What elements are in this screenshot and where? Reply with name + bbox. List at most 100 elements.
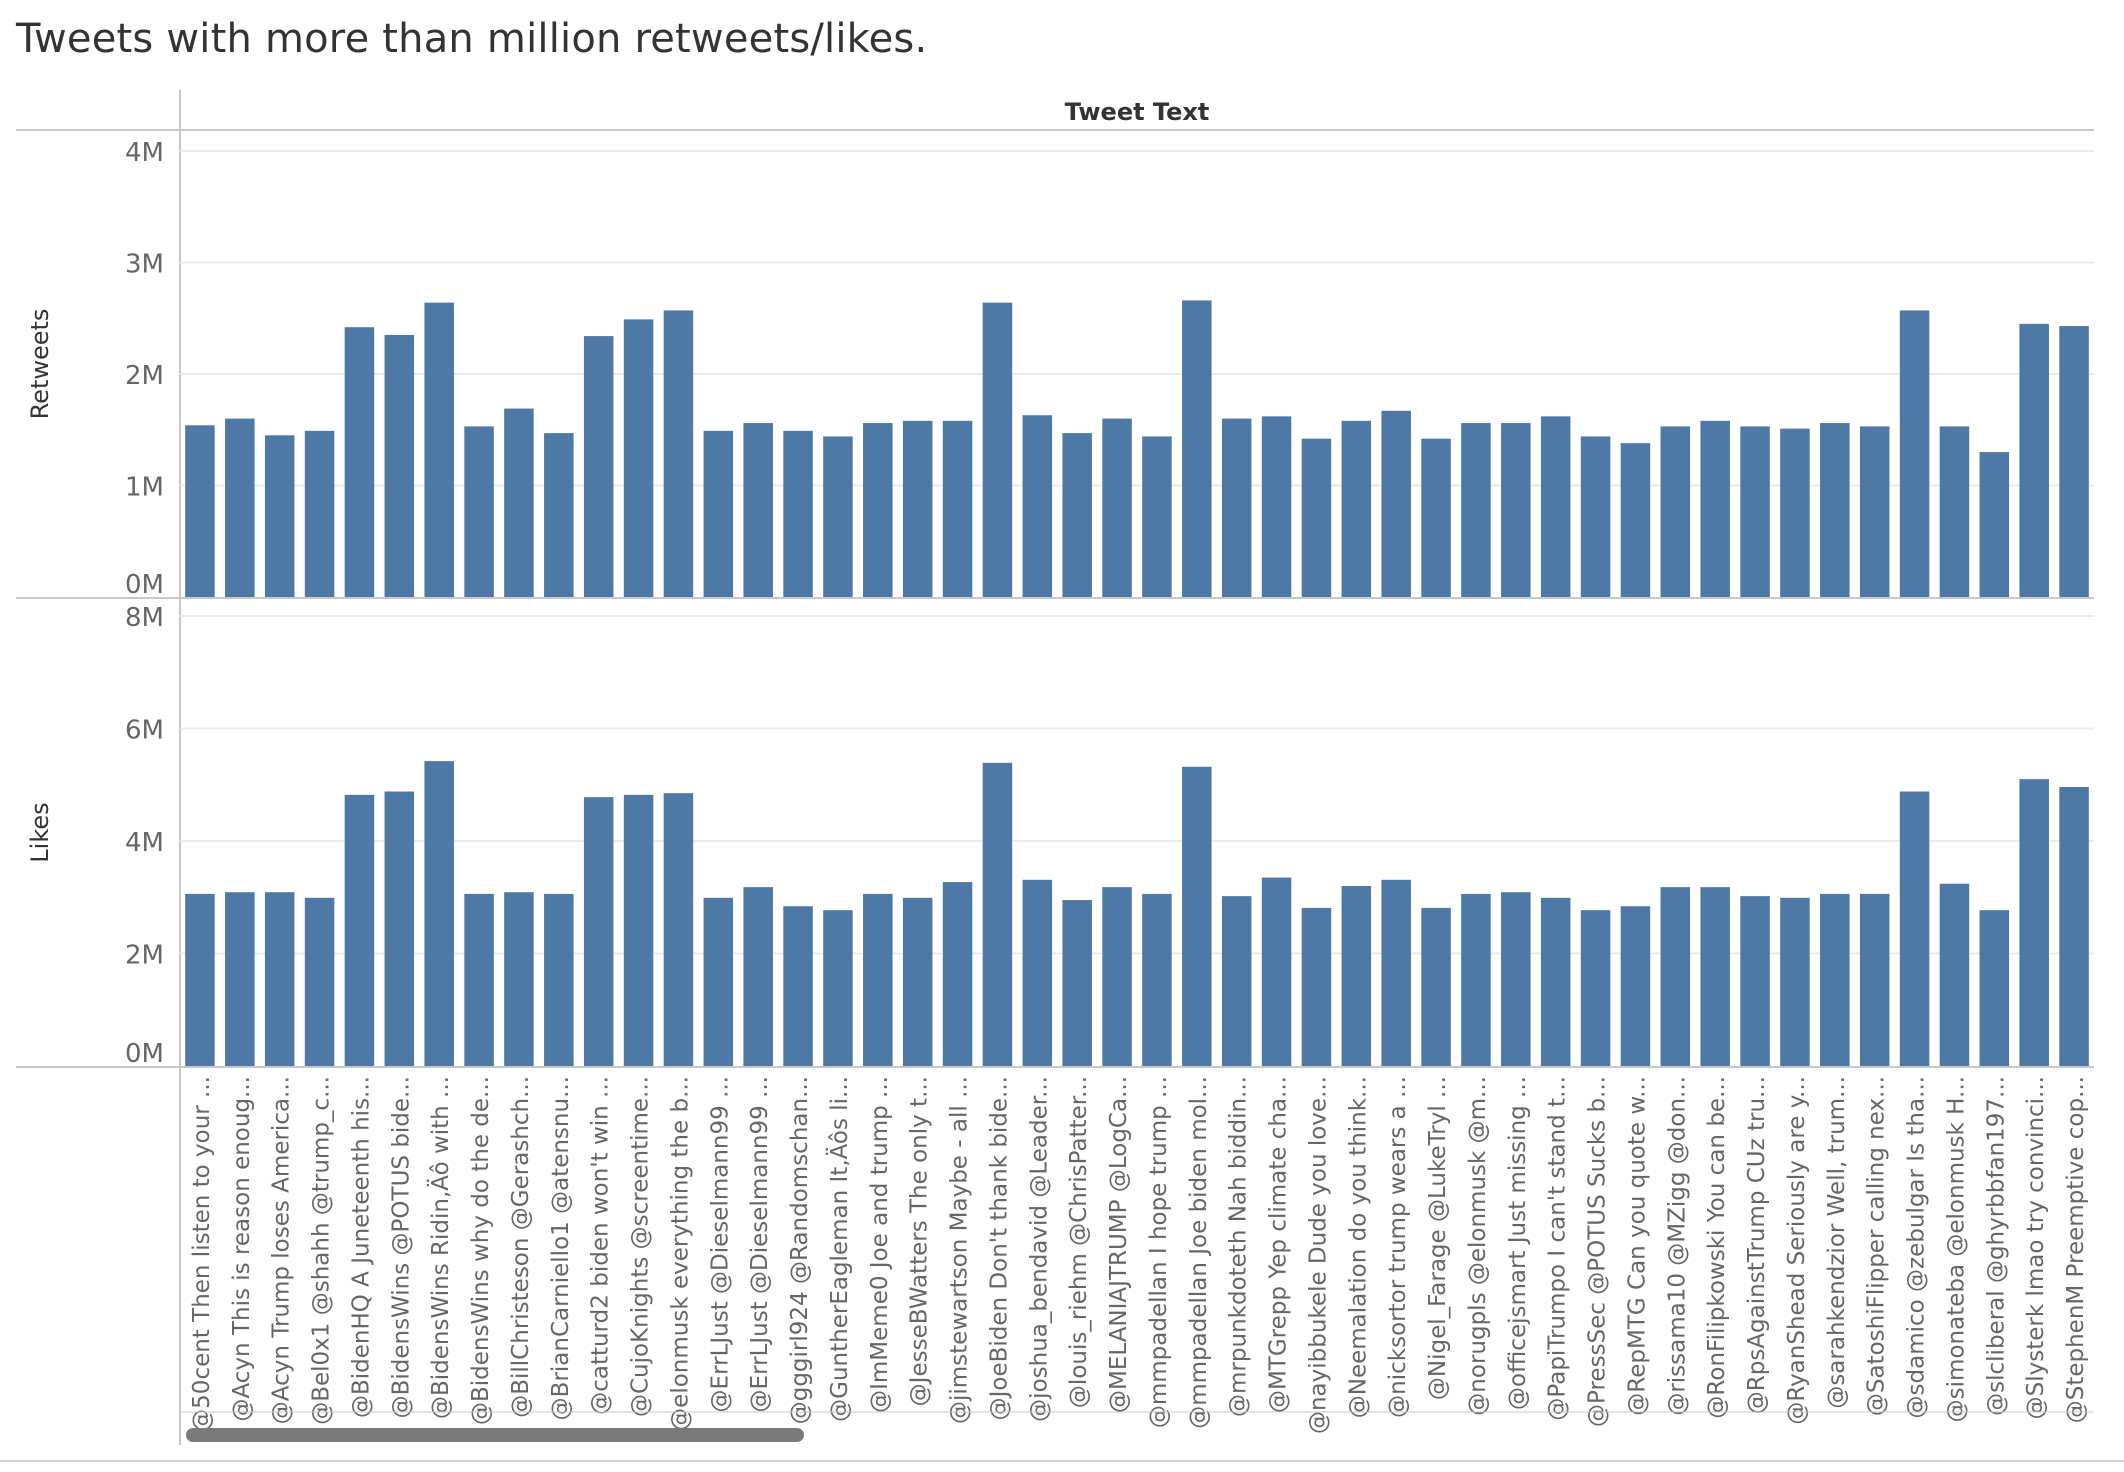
bar[interactable]: [783, 430, 813, 597]
bar[interactable]: [623, 794, 654, 1066]
bar[interactable]: [1301, 438, 1332, 597]
bar[interactable]: [942, 882, 973, 1066]
bar[interactable]: [384, 791, 415, 1067]
bar[interactable]: [1421, 907, 1451, 1066]
bar[interactable]: [464, 893, 494, 1066]
bar[interactable]: [2019, 323, 2049, 597]
bar[interactable]: [1261, 416, 1292, 597]
bar[interactable]: [544, 433, 574, 597]
bar[interactable]: [185, 893, 215, 1066]
bar[interactable]: [982, 762, 1013, 1066]
bar[interactable]: [1102, 887, 1132, 1066]
bar[interactable]: [344, 327, 375, 597]
bar[interactable]: [783, 906, 813, 1066]
bar[interactable]: [1461, 893, 1491, 1066]
bar[interactable]: [1341, 420, 1372, 597]
bar[interactable]: [2019, 779, 2049, 1066]
bar[interactable]: [304, 897, 335, 1066]
bar[interactable]: [823, 910, 853, 1066]
bar[interactable]: [1221, 896, 1252, 1066]
bar[interactable]: [1620, 906, 1651, 1066]
bar[interactable]: [1261, 877, 1292, 1066]
bar[interactable]: [1979, 910, 2010, 1066]
bar[interactable]: [2059, 787, 2089, 1066]
bar[interactable]: [863, 893, 893, 1066]
bar[interactable]: [1221, 418, 1252, 597]
bar[interactable]: [504, 408, 534, 597]
bar[interactable]: [1899, 310, 1930, 597]
bar[interactable]: [1660, 887, 1691, 1066]
bar[interactable]: [902, 897, 933, 1066]
bar[interactable]: [424, 761, 454, 1066]
bar[interactable]: [1540, 897, 1571, 1066]
bar[interactable]: [1062, 900, 1092, 1066]
bar[interactable]: [1700, 420, 1730, 597]
bar[interactable]: [1580, 436, 1611, 597]
bar[interactable]: [1142, 436, 1172, 597]
vertical-scrollbar[interactable]: [2098, 100, 2108, 1450]
bar[interactable]: [304, 430, 335, 597]
bar[interactable]: [1540, 416, 1571, 597]
bar[interactable]: [1859, 426, 1890, 597]
bar[interactable]: [1660, 426, 1691, 597]
bar[interactable]: [185, 425, 215, 597]
bar[interactable]: [1740, 896, 1770, 1066]
bar[interactable]: [1899, 791, 1930, 1067]
bar[interactable]: [264, 892, 295, 1066]
bar[interactable]: [1062, 433, 1092, 597]
bar[interactable]: [743, 423, 773, 597]
bar[interactable]: [1700, 887, 1730, 1066]
bar[interactable]: [863, 423, 893, 597]
bar[interactable]: [264, 435, 295, 597]
bar[interactable]: [1501, 892, 1531, 1066]
bar[interactable]: [1102, 418, 1132, 597]
bar[interactable]: [1341, 886, 1372, 1066]
bar[interactable]: [464, 426, 494, 597]
bar[interactable]: [424, 302, 454, 597]
bar[interactable]: [1580, 910, 1611, 1066]
bar[interactable]: [663, 793, 694, 1066]
horizontal-scrollbar-thumb[interactable]: [186, 1428, 804, 1442]
bar[interactable]: [344, 794, 375, 1066]
bar[interactable]: [1780, 897, 1810, 1066]
y-tick-label: 2M: [125, 361, 164, 391]
horizontal-scrollbar[interactable]: [180, 1420, 2094, 1450]
bar[interactable]: [1939, 883, 1970, 1066]
bar[interactable]: [1859, 893, 1890, 1066]
bar[interactable]: [504, 892, 534, 1066]
bar[interactable]: [1979, 452, 2010, 597]
bar[interactable]: [1142, 893, 1172, 1066]
bar[interactable]: [1820, 423, 1850, 597]
bar[interactable]: [1421, 438, 1451, 597]
bar[interactable]: [583, 336, 614, 597]
bar[interactable]: [1501, 423, 1531, 597]
bar[interactable]: [225, 892, 255, 1066]
bar[interactable]: [1620, 443, 1651, 597]
bar[interactable]: [823, 436, 853, 597]
bar[interactable]: [1820, 893, 1850, 1066]
bar[interactable]: [902, 420, 933, 597]
bar[interactable]: [225, 418, 255, 597]
bar[interactable]: [1301, 907, 1332, 1066]
bar[interactable]: [1182, 766, 1212, 1066]
bar[interactable]: [1022, 879, 1053, 1066]
bar[interactable]: [703, 897, 734, 1066]
bar[interactable]: [1182, 300, 1212, 597]
bar[interactable]: [982, 302, 1013, 597]
bar[interactable]: [743, 887, 773, 1066]
bar[interactable]: [1381, 879, 1411, 1066]
bar[interactable]: [1022, 415, 1053, 597]
bar[interactable]: [384, 334, 415, 597]
bar[interactable]: [1780, 428, 1810, 597]
bar[interactable]: [623, 319, 654, 597]
bar[interactable]: [663, 310, 694, 597]
bar[interactable]: [583, 797, 614, 1066]
bar[interactable]: [544, 893, 574, 1066]
bar[interactable]: [1939, 426, 1970, 597]
bar[interactable]: [2059, 326, 2089, 597]
bar[interactable]: [1461, 423, 1491, 597]
bar[interactable]: [942, 420, 973, 597]
bar[interactable]: [1381, 410, 1411, 597]
bar[interactable]: [1740, 426, 1770, 597]
bar[interactable]: [703, 430, 734, 597]
